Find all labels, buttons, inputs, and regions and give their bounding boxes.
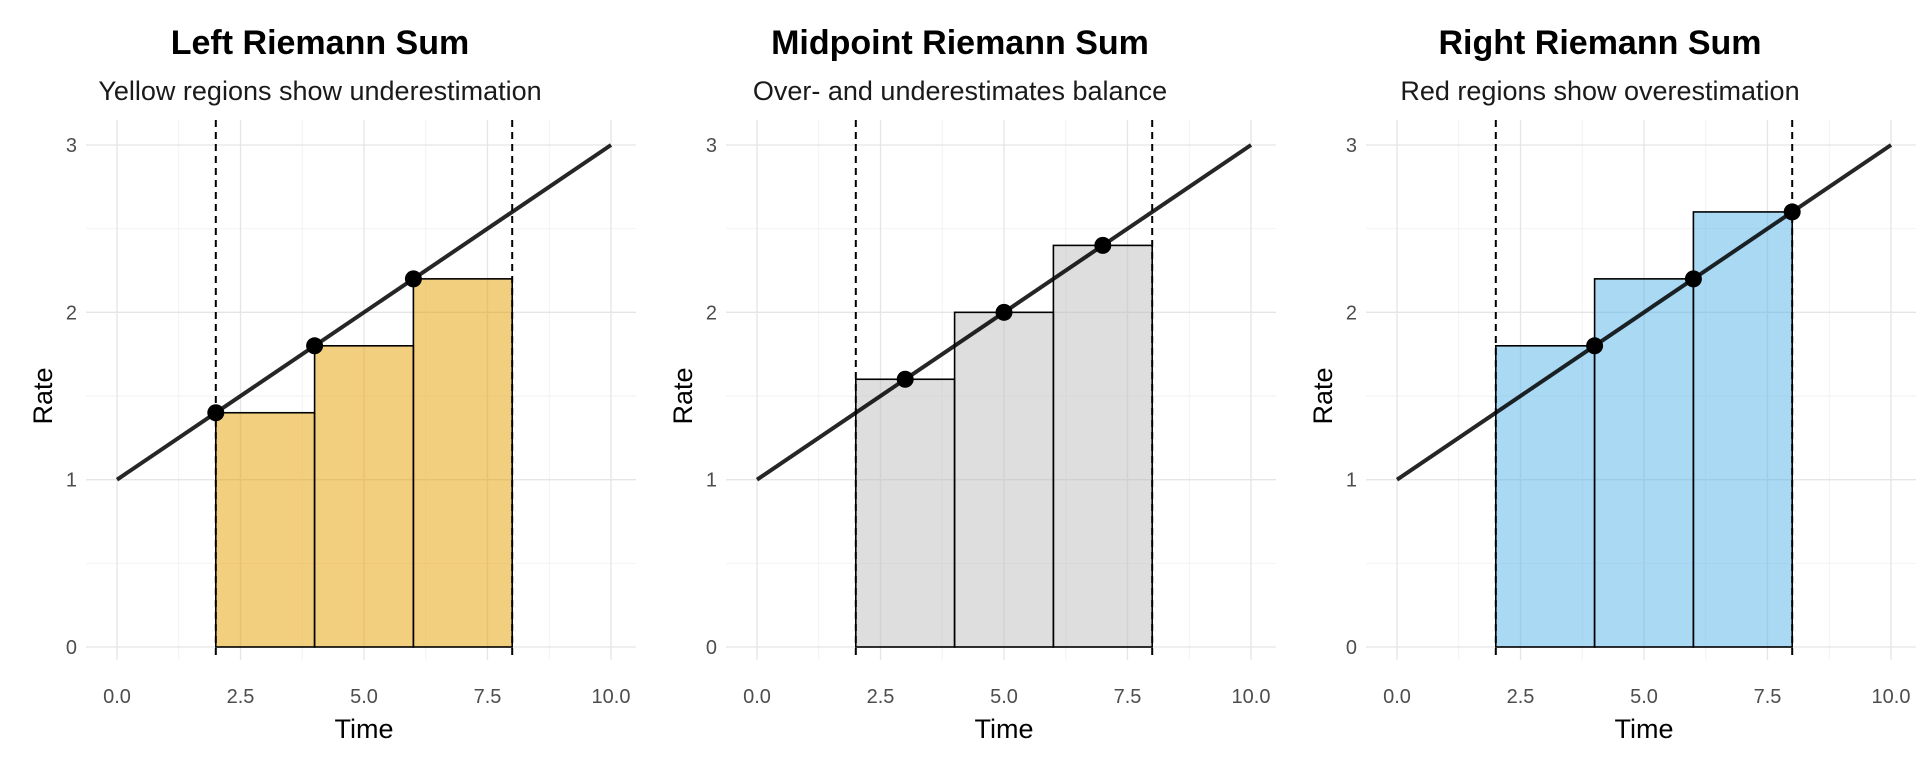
y-axis-title: Rate — [1308, 367, 1338, 424]
y-tick-label: 1 — [706, 470, 717, 492]
sample-point — [404, 270, 422, 288]
y-tick-label: 2 — [66, 302, 77, 324]
panel-subtitle: Yellow regions show underestimation — [98, 76, 542, 106]
panel-title: Left Riemann Sum — [170, 24, 470, 62]
x-tick-label: 7.5 — [474, 686, 502, 708]
y-tick-label: 3 — [66, 135, 77, 157]
y-tick-label: 0 — [66, 637, 77, 659]
y-tick-label: 3 — [706, 135, 717, 157]
riemann-bar — [215, 411, 316, 648]
sample-point — [1783, 203, 1801, 221]
x-tick-label: 10.0 — [1232, 686, 1271, 708]
riemann-bar — [855, 378, 956, 648]
plot-area: 0.0 2.5 5.0 7.5 10.0 0 1 2 3 Time Rate — [1308, 120, 1916, 744]
sample-point — [1586, 337, 1604, 355]
x-tick-label: 7.5 — [1114, 686, 1142, 708]
sample-point — [207, 404, 225, 422]
x-tick-label: 2.5 — [867, 686, 895, 708]
riemann-bar — [313, 344, 415, 648]
x-axis-title: Time — [335, 714, 394, 744]
riemann-bar — [953, 311, 1055, 648]
riemann-bar — [1593, 278, 1695, 648]
y-tick-label: 2 — [1346, 302, 1357, 324]
y-axis-title: Rate — [28, 367, 58, 424]
midpoint-riemann-panel: Midpoint Riemann Sum Over- and underesti… — [640, 0, 1280, 768]
sample-point — [1094, 236, 1112, 254]
x-tick-label: 5.0 — [350, 686, 378, 708]
y-tick-label: 1 — [66, 470, 77, 492]
riemann-bar — [1495, 344, 1596, 648]
left-riemann-panel: Left Riemann Sum Yellow regions show und… — [0, 0, 640, 768]
x-tick-label: 10.0 — [592, 686, 631, 708]
x-tick-label: 0.0 — [743, 686, 771, 708]
rate-function-line — [1395, 143, 1893, 482]
x-tick-label: 5.0 — [990, 686, 1018, 708]
panel-title: Midpoint Riemann Sum — [771, 24, 1149, 62]
y-tick-label: 0 — [1346, 637, 1357, 659]
sample-point — [306, 337, 324, 355]
plot-area: 0.0 2.5 5.0 7.5 10.0 0 1 2 3 Time Rate — [668, 120, 1276, 744]
riemann-bar — [1052, 244, 1153, 648]
x-tick-label: 10.0 — [1872, 686, 1911, 708]
riemann-bar — [412, 278, 513, 648]
sample-point — [995, 303, 1013, 321]
y-axis-title: Rate — [668, 367, 698, 424]
y-tick-label: 3 — [1346, 135, 1357, 157]
right-riemann-panel: Right Riemann Sum Red regions show overe… — [1280, 0, 1920, 768]
x-axis-title: Time — [1615, 714, 1674, 744]
y-tick-label: 1 — [1346, 470, 1357, 492]
sample-point — [896, 370, 914, 388]
y-tick-label: 0 — [706, 637, 717, 659]
panel-subtitle: Red regions show overestimation — [1400, 76, 1800, 106]
x-tick-label: 0.0 — [103, 686, 131, 708]
plot-area: 0.0 2.5 5.0 7.5 10.0 0 1 2 3 Time Rate — [28, 120, 636, 744]
x-axis-title: Time — [975, 714, 1034, 744]
panel-title: Right Riemann Sum — [1438, 24, 1762, 62]
x-tick-label: 7.5 — [1754, 686, 1782, 708]
rate-function-line — [115, 143, 613, 482]
x-tick-label: 2.5 — [1507, 686, 1535, 708]
y-tick-label: 2 — [706, 302, 717, 324]
x-tick-label: 2.5 — [227, 686, 255, 708]
x-tick-label: 5.0 — [1630, 686, 1658, 708]
riemann-bar — [1692, 211, 1793, 648]
x-tick-label: 0.0 — [1383, 686, 1411, 708]
panel-subtitle: Over- and underestimates balance — [752, 76, 1168, 106]
sample-point — [1684, 270, 1702, 288]
